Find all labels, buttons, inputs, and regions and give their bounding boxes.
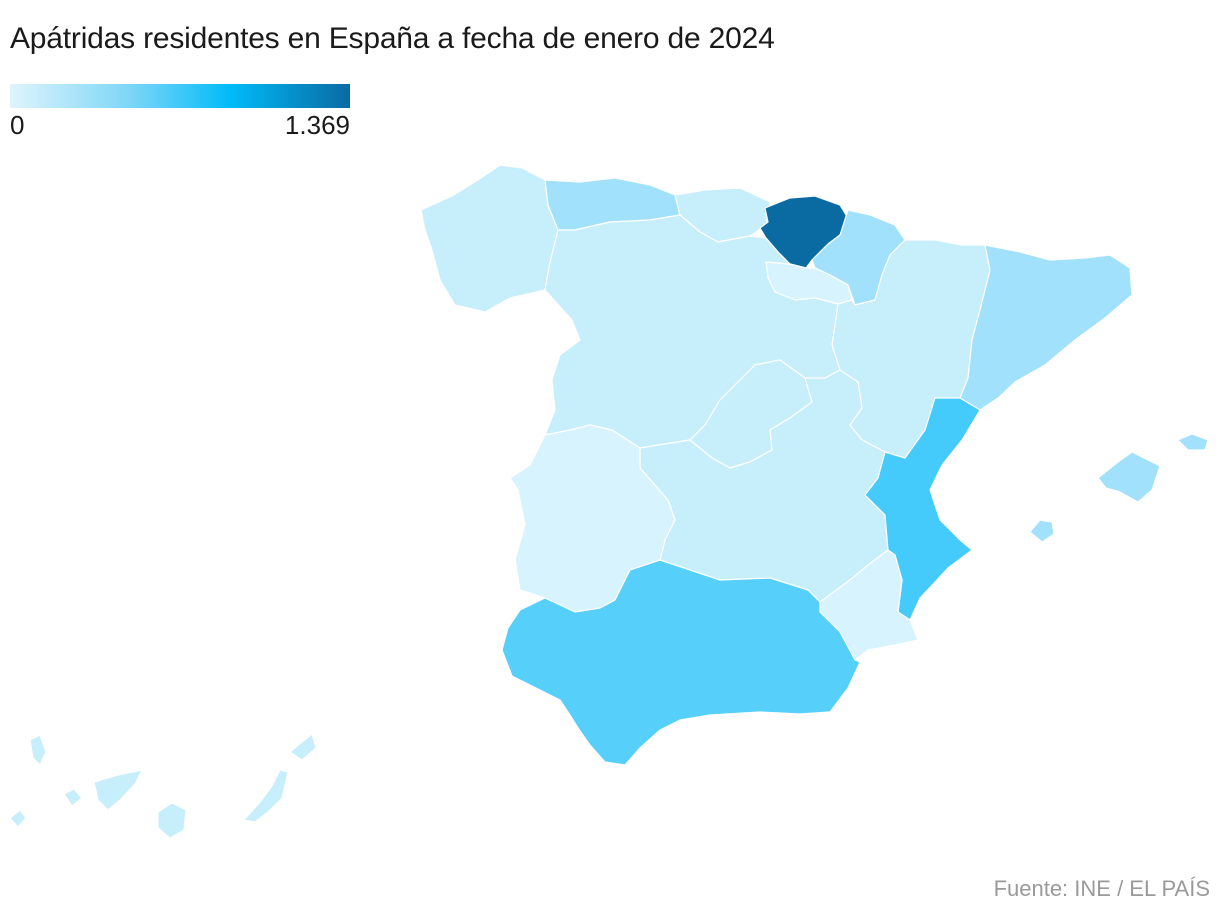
region-canarias-el-hierro[interactable]: Canarias [9,809,27,828]
source-credit: Fuente: INE / EL PAÍS [993,876,1210,901]
region-comunidad-valenciana[interactable]: Comunidad Valenciana [864,397,981,621]
region-islas-baleares-menorca[interactable]: Islas Baleares [1177,433,1209,451]
region-canarias-gran-canaria[interactable]: Canarias [157,802,187,839]
legend-labels: 0 1.369 [10,108,350,140]
legend-min-label: 0 [10,110,25,140]
color-legend: 0 1.369 [10,84,350,140]
region-cataluna[interactable]: Cataluña [959,244,1133,411]
region-canarias-la-palma[interactable]: Canarias [29,734,47,766]
region-canarias-tenerife[interactable]: Canarias [93,769,143,811]
region-galicia[interactable]: Galicia [420,164,559,313]
legend-max-label: 1.369 [284,110,350,140]
region-islas-baleares-ibiza[interactable]: Islas Baleares [1029,519,1055,543]
region-canarias-la-gomera[interactable]: Canarias [63,788,83,807]
region-canarias-fuerteventura[interactable]: Canarias [243,769,289,823]
region-islas-baleares[interactable]: Islas Baleares [1097,451,1161,503]
legend-gradient-bar [10,84,350,108]
region-andalucia[interactable]: Andalucía [501,559,861,766]
map-title: Apátridas residentes en España a fecha d… [10,22,775,55]
region-canarias-lanzarote[interactable]: Canarias [289,733,317,761]
